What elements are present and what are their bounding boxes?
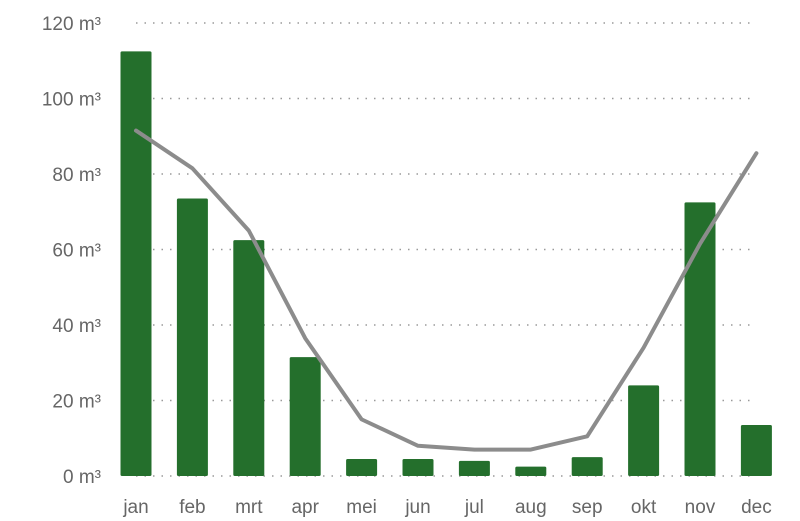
- x-tick-label: okt: [631, 497, 657, 518]
- bar-okt: [628, 385, 660, 476]
- grid-lines: [136, 22, 756, 477]
- line-series: [134, 128, 759, 452]
- bar-sep: [571, 457, 603, 476]
- bar-jun: [402, 459, 434, 476]
- trend-line: [134, 128, 759, 452]
- bar-jan: [120, 51, 152, 476]
- x-tick-label: aug: [515, 497, 547, 518]
- x-tick-label: apr: [291, 497, 319, 518]
- bar-mrt: [233, 240, 265, 476]
- x-tick-label: sep: [572, 497, 603, 518]
- bar-apr: [289, 357, 321, 476]
- x-tick-label: feb: [179, 497, 205, 518]
- x-tick-label: jan: [122, 497, 148, 518]
- bar-series: [120, 51, 772, 476]
- x-tick-label: mei: [346, 497, 377, 518]
- bar-mei: [346, 459, 378, 476]
- bar-dec: [740, 425, 772, 476]
- x-tick-label: jul: [464, 497, 484, 518]
- y-tick-label: 80 m³: [52, 165, 101, 186]
- y-tick-label: 20 m³: [52, 392, 101, 413]
- x-axis: jan feb mrt apr mei jun jul aug sep okt nov dec: [122, 497, 771, 518]
- bar-feb: [176, 198, 208, 476]
- y-tick-label: 100 m³: [42, 90, 101, 111]
- y-axis: 0 m³ 20 m³ 40 m³ 60 m³ 80 m³ 100 m³ 120 m³: [42, 14, 101, 488]
- bar-jul: [458, 460, 490, 476]
- y-tick-label: 40 m³: [52, 316, 101, 337]
- y-tick-label: 60 m³: [52, 241, 101, 262]
- y-tick-label: 0 m³: [63, 467, 101, 488]
- x-tick-label: nov: [685, 497, 716, 518]
- bar-nov: [684, 202, 716, 476]
- bar-aug: [515, 466, 547, 476]
- x-tick-label: dec: [741, 497, 772, 518]
- x-tick-label: jun: [404, 497, 430, 518]
- x-tick-label: mrt: [235, 497, 263, 518]
- y-tick-label: 120 m³: [42, 14, 101, 35]
